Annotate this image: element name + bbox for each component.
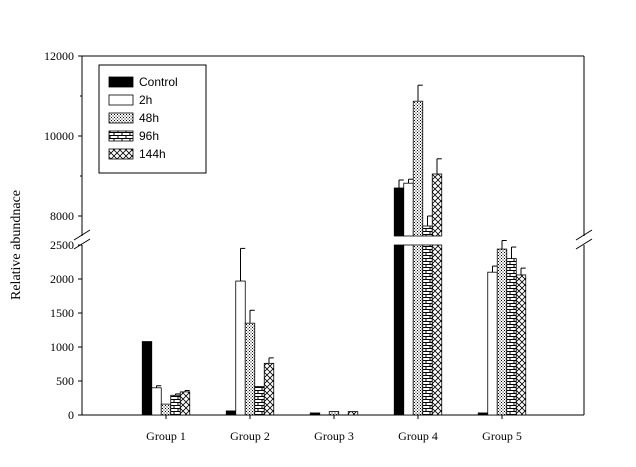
y-tick-label: 500 [56, 374, 74, 388]
y-tick-label: 1000 [50, 340, 74, 354]
x-category-label: Group 3 [314, 429, 354, 443]
bar [179, 391, 191, 416]
bar [225, 410, 237, 416]
bar [170, 394, 181, 416]
bar [403, 244, 414, 416]
bar [244, 322, 256, 416]
x-category-label: Group 4 [398, 429, 438, 443]
bar [235, 280, 246, 416]
bar [422, 244, 433, 416]
bar [151, 387, 162, 416]
x-category-label: Group 2 [230, 429, 270, 443]
bar [328, 411, 340, 416]
y-tick-label: 0 [68, 408, 74, 422]
bar [431, 244, 443, 416]
axis-break-mark [575, 238, 593, 250]
axis-break-mark [73, 229, 91, 241]
y-tick-label: 2500 [50, 238, 74, 252]
bar [393, 187, 405, 237]
legend-swatch [108, 94, 134, 106]
legend-swatch [108, 76, 134, 88]
axis-break-mark [575, 229, 593, 241]
y-tick-label: 10000 [44, 129, 74, 143]
x-category-label: Group 5 [482, 429, 522, 443]
bar [422, 225, 433, 237]
axis-break-mark [73, 238, 91, 250]
bar [393, 244, 405, 416]
legend-label: Control [139, 75, 178, 89]
bar [412, 100, 424, 237]
y-tick-label: 1500 [50, 306, 74, 320]
bar [431, 173, 443, 237]
bar [515, 274, 527, 416]
y-tick-label: 12000 [44, 49, 74, 63]
bar [309, 412, 321, 416]
legend-label: 2h [139, 93, 152, 107]
bar [141, 341, 153, 416]
legend-label: 144h [139, 147, 166, 161]
legend-swatch [108, 148, 134, 160]
bar [254, 386, 265, 416]
y-tick-label: 8000 [50, 209, 74, 223]
legend-label: 48h [139, 111, 159, 125]
legend-swatch [108, 130, 134, 142]
bar [403, 182, 414, 237]
bar [477, 412, 489, 416]
bar [487, 271, 498, 416]
y-axis-label: Relative abundnace [9, 190, 24, 300]
bar [263, 362, 275, 416]
bar [160, 403, 172, 416]
bar [496, 248, 508, 416]
x-category-label: Group 1 [146, 429, 186, 443]
legend-label: 96h [139, 129, 159, 143]
legend-swatch [108, 112, 134, 124]
bar [347, 411, 359, 416]
bar [506, 258, 517, 416]
bar [412, 244, 424, 416]
y-tick-label: 2000 [50, 272, 74, 286]
